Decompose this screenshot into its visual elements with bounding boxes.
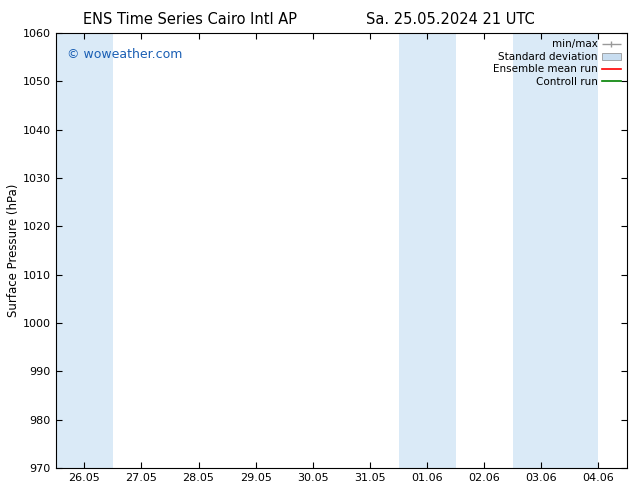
Bar bbox=[513, 33, 598, 468]
Legend: min/max, Standard deviation, Ensemble mean run, Controll run: min/max, Standard deviation, Ensemble me… bbox=[490, 36, 624, 90]
Y-axis label: Surface Pressure (hPa): Surface Pressure (hPa) bbox=[7, 184, 20, 318]
Text: ENS Time Series Cairo Intl AP: ENS Time Series Cairo Intl AP bbox=[83, 12, 297, 27]
Text: © woweather.com: © woweather.com bbox=[67, 48, 183, 61]
Text: Sa. 25.05.2024 21 UTC: Sa. 25.05.2024 21 UTC bbox=[366, 12, 534, 27]
Bar bbox=[56, 33, 113, 468]
Bar bbox=[399, 33, 456, 468]
